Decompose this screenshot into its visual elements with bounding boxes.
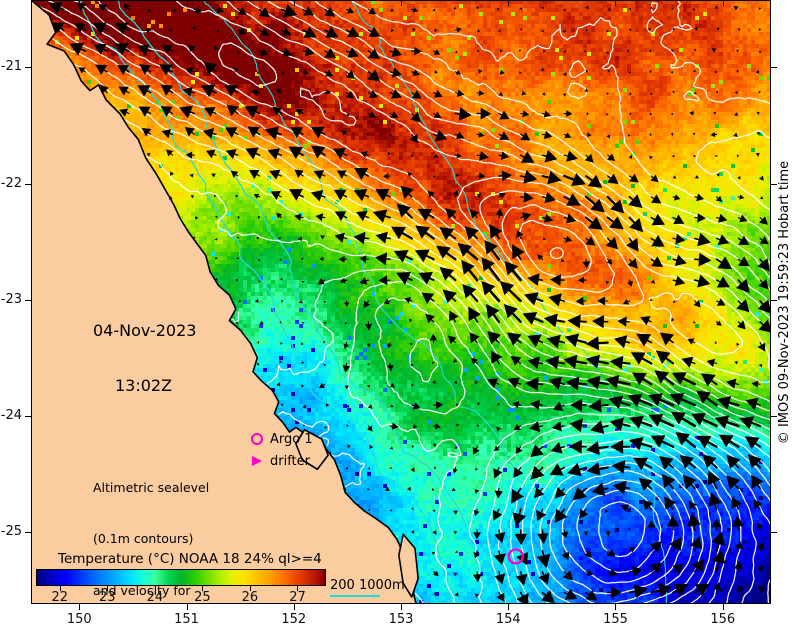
y-tick bbox=[771, 531, 777, 533]
x-tick-label: 154 bbox=[495, 612, 521, 627]
x-tick bbox=[401, 0, 402, 6]
x-tick bbox=[615, 604, 617, 610]
credit-label: © IMOS 09-Nov-2023 19:59:23 Hobart time bbox=[777, 160, 793, 444]
y-tick bbox=[25, 183, 31, 185]
x-tick-label: 153 bbox=[388, 612, 414, 627]
y-tick bbox=[771, 299, 777, 301]
y-tick-label: -25 bbox=[0, 523, 22, 539]
y-tick-label: -21 bbox=[0, 59, 22, 75]
y-tick bbox=[25, 299, 31, 301]
map-plot-area[interactable]: 04-Nov-2023 13:02Z Altimetric sealevel (… bbox=[31, 0, 771, 604]
argo-circle-icon bbox=[244, 433, 270, 445]
colorbar-tick bbox=[297, 586, 299, 591]
annotation-desc-line-0: Altimetric sealevel bbox=[93, 479, 210, 495]
x-tick bbox=[401, 604, 402, 610]
colorbar-gradient bbox=[36, 569, 326, 586]
x-tick bbox=[722, 0, 724, 6]
y-tick bbox=[25, 531, 31, 533]
colorbar-tick bbox=[249, 586, 251, 591]
y-tick bbox=[25, 415, 31, 417]
x-tick-label: 152 bbox=[281, 612, 307, 627]
colorbar-tick-label: 23 bbox=[99, 590, 116, 605]
x-tick bbox=[79, 604, 81, 610]
annotation-block: 04-Nov-2023 13:02Z Altimetric sealevel (… bbox=[93, 286, 209, 604]
credit-text: © IMOS 09-Nov-2023 19:59:23 Hobart time bbox=[772, 0, 798, 604]
legend-label-drifter: drifter bbox=[270, 453, 310, 469]
legend-item-argo: Argo 1 bbox=[244, 428, 313, 450]
annotation-desc-line-2: and velocity for bbox=[93, 583, 191, 598]
colorbar-tick bbox=[107, 586, 109, 591]
x-tick bbox=[79, 0, 81, 6]
bathymetry-legend-label: 200 1000m bbox=[330, 578, 405, 593]
x-tick-label: 150 bbox=[66, 612, 92, 627]
x-tick-label: 155 bbox=[603, 612, 628, 627]
x-tick bbox=[293, 0, 295, 6]
y-tick bbox=[771, 183, 777, 185]
y-tick bbox=[771, 415, 777, 417]
y-tick bbox=[25, 67, 31, 69]
colorbar-tick-label: 22 bbox=[51, 590, 69, 605]
colorbar-title: Temperature (°C) NOAA 18 24% ql>=4 bbox=[58, 551, 322, 567]
legend-label-argo: Argo 1 bbox=[270, 431, 313, 447]
annotation-date: 04-Nov-2023 bbox=[93, 321, 197, 340]
x-tick bbox=[615, 0, 617, 6]
colorbar-tick-label: 26 bbox=[241, 590, 259, 605]
marker-legend: Argo 1 drifter bbox=[244, 428, 313, 472]
colorbar-group: Temperature (°C) NOAA 18 24% ql>=4 22 23 2… bbox=[36, 551, 326, 605]
sst-heatmap-canvas bbox=[31, 0, 771, 604]
x-tick bbox=[508, 604, 510, 610]
colorbar-tick bbox=[59, 586, 61, 591]
drifter-arrow-icon bbox=[244, 456, 270, 466]
x-tick bbox=[186, 0, 188, 6]
x-tick bbox=[293, 604, 295, 610]
colorbar-tick-label: 27 bbox=[289, 590, 306, 605]
x-tick-label: 151 bbox=[174, 612, 199, 627]
y-tick-label: -24 bbox=[0, 407, 22, 423]
x-tick bbox=[508, 0, 510, 6]
x-tick-label: 156 bbox=[710, 612, 736, 627]
annotation-desc-line-1: (0.1m contours) bbox=[93, 531, 194, 547]
colorbar-tick-label: 24 bbox=[146, 590, 164, 605]
y-tick-label: -22 bbox=[0, 175, 22, 191]
colorbar-tick bbox=[154, 586, 156, 591]
colorbar-tick-label: 25 bbox=[194, 590, 211, 605]
y-tick-label: -23 bbox=[0, 291, 22, 307]
bathymetry-legend-line bbox=[330, 595, 380, 597]
annotation-time: 13:02Z bbox=[115, 376, 173, 395]
x-tick bbox=[722, 604, 724, 610]
y-tick bbox=[771, 67, 777, 69]
x-tick bbox=[186, 604, 188, 610]
legend-item-drifter: drifter bbox=[244, 450, 313, 472]
colorbar-tick bbox=[202, 586, 204, 591]
